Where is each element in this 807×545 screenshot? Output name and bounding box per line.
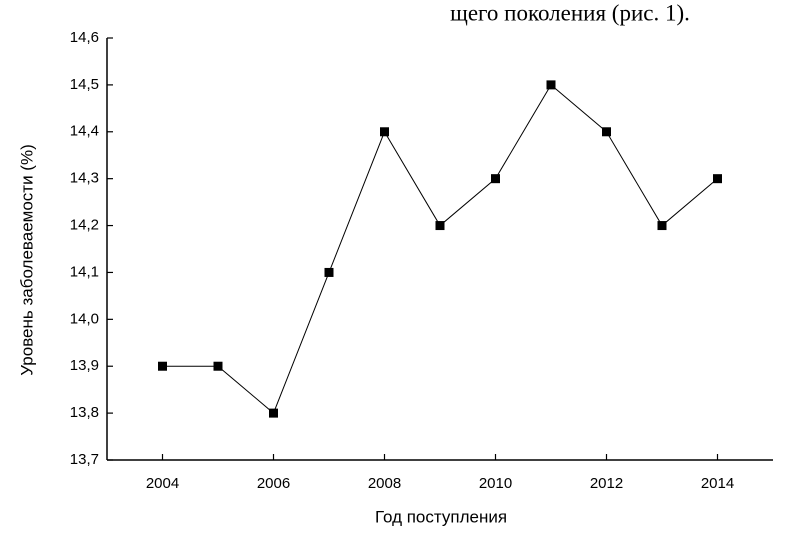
x-tick-label: 2012 xyxy=(590,475,623,492)
marker xyxy=(324,267,334,277)
y-tick-label: 13,8 xyxy=(70,404,99,421)
marker xyxy=(380,127,389,137)
y-tick-label: 14,6 xyxy=(70,29,99,46)
y-tick-label: 14,3 xyxy=(70,170,99,187)
x-tick-label: 2014 xyxy=(701,475,734,492)
y-tick-label: 14,1 xyxy=(70,263,99,280)
x-tick-label: 2004 xyxy=(146,475,179,492)
x-tick-label: 2006 xyxy=(257,475,290,492)
y-tick-label: 14,2 xyxy=(70,217,99,234)
x-axis-label: Год поступления xyxy=(375,507,507,526)
marker xyxy=(213,361,223,371)
marker xyxy=(435,221,445,231)
marker xyxy=(602,127,611,137)
y-tick-label: 14,0 xyxy=(70,310,99,327)
y-tick-label: 13,9 xyxy=(70,357,99,374)
marker xyxy=(546,80,556,90)
y-axis-label: Уровень заболеваемости (%) xyxy=(17,144,36,375)
marker xyxy=(657,221,667,231)
x-tick-label: 2010 xyxy=(479,475,512,492)
y-tick-label: 13,7 xyxy=(70,451,99,468)
y-tick-label: 14,5 xyxy=(70,76,99,93)
caption: щего поколения (рис. 1). xyxy=(450,0,690,25)
marker xyxy=(158,361,167,371)
marker xyxy=(491,174,500,184)
x-tick-label: 2008 xyxy=(368,475,401,492)
marker xyxy=(713,174,722,184)
marker xyxy=(269,408,278,418)
data-line xyxy=(162,84,718,414)
y-tick-label: 14,4 xyxy=(70,123,99,140)
